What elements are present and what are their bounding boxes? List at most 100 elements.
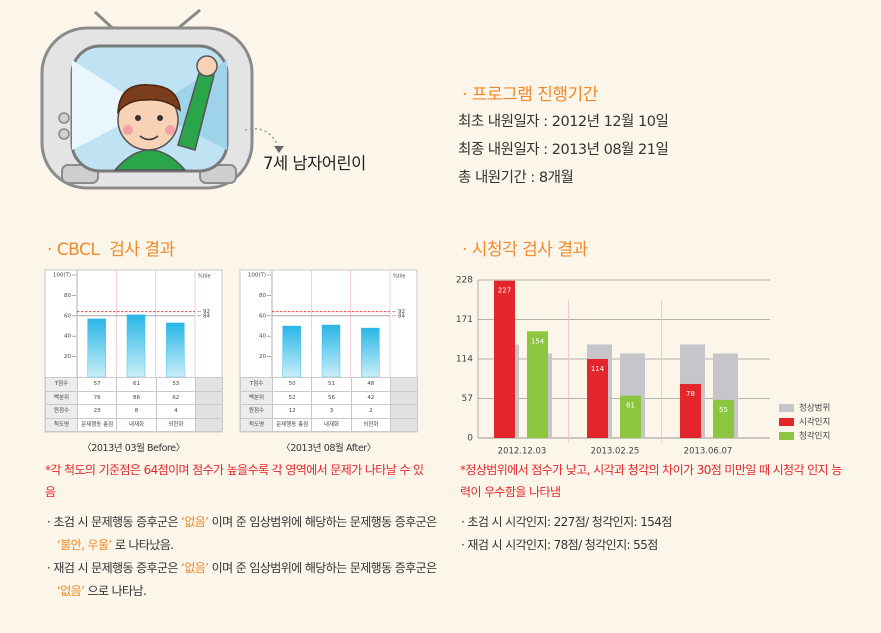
row-label: T점수 bbox=[45, 377, 78, 392]
bullet-segment: ‘불안, 우울’ bbox=[57, 538, 112, 552]
bar bbox=[321, 324, 341, 378]
y-tick-label: 60 bbox=[64, 313, 71, 319]
table-row: 원점수 23 8 4 bbox=[45, 404, 223, 419]
bar bbox=[494, 280, 515, 438]
value-cell: 51 bbox=[311, 377, 352, 392]
bullet-segment: ‘없음’ bbox=[181, 561, 209, 575]
value-label: 78 bbox=[686, 390, 695, 398]
row-label: 원점수 bbox=[240, 404, 273, 419]
y-tick-label: 60 bbox=[259, 313, 266, 319]
table-row: 백분위 52 56 42 bbox=[240, 390, 418, 406]
cbcl-title: · CBCL 검사 결과 bbox=[47, 240, 175, 260]
bar bbox=[587, 359, 608, 438]
av-bullet: · 초검 시 시각인지: 227점/ 청각인지: 154점 bbox=[461, 515, 672, 529]
bullet-segment: 이며 준 임상범위에 해당하는 문제행동 증후군은 bbox=[208, 515, 437, 529]
legend-label: 정상범위 bbox=[799, 403, 830, 414]
legend-label: 청각인지 bbox=[799, 431, 830, 442]
value-cell: 86 bbox=[116, 390, 157, 406]
value-cell: 76 bbox=[76, 390, 118, 406]
value-cell: 8 bbox=[116, 404, 157, 419]
bar bbox=[620, 395, 641, 438]
y2-label: %tile bbox=[198, 274, 211, 280]
category-cell: 외현화 bbox=[155, 417, 196, 433]
bullet-segment: 으로 나타남. bbox=[84, 584, 147, 598]
blank-cell bbox=[194, 390, 223, 406]
y-tick-label: 100(T) bbox=[53, 273, 71, 279]
value-cell: 48 bbox=[350, 377, 391, 392]
y-tick-label: 80 bbox=[64, 293, 71, 299]
row-label: 백분위 bbox=[240, 390, 273, 406]
legend-swatch bbox=[779, 418, 794, 426]
reference-label: 92 bbox=[398, 309, 405, 315]
table-row: T점수 50 51 48 bbox=[240, 377, 418, 392]
program-line: 최초 내원일자 : 2012년 12월 10일 bbox=[458, 114, 669, 130]
program-line: 최종 내원일자 : 2013년 08월 21일 bbox=[458, 142, 669, 158]
score-table: T점수 57 61 53 백분위 76 86 62 원점수 23 8 4 척도명 문제행동 총점 내재화 외현… bbox=[45, 377, 223, 433]
value-label: 154 bbox=[531, 337, 545, 345]
chart-caption: 〈2013년 08월 After〉 bbox=[281, 443, 376, 454]
chart-caption: 〈2013년 03월 Before〉 bbox=[82, 443, 185, 454]
row-label: 원점수 bbox=[45, 404, 78, 419]
value-cell: 56 bbox=[311, 390, 352, 406]
y-tick-label: 228 bbox=[456, 276, 473, 286]
tv-illustration bbox=[40, 8, 284, 190]
bar bbox=[282, 325, 301, 378]
value-label: 227 bbox=[498, 287, 511, 295]
category-cell: 외현화 bbox=[350, 417, 391, 433]
program-line: 총 내원기간 : 8개월 bbox=[458, 170, 574, 186]
y2-label: %tile bbox=[393, 274, 406, 280]
blank-cell bbox=[194, 377, 223, 392]
bar bbox=[126, 314, 146, 378]
child-caption: 7세 남자어린이 bbox=[263, 154, 366, 173]
bullet-segment: 로 나타났음. bbox=[111, 538, 174, 552]
bullet-segment: · 초검 시 문제행동 증후군은 bbox=[47, 515, 182, 529]
y-tick-label: 40 bbox=[64, 334, 71, 340]
y-tick-label: 40 bbox=[259, 334, 266, 340]
value-cell: 3 bbox=[311, 404, 352, 419]
y-tick-label: 100(T) bbox=[248, 273, 266, 279]
value-label: 61 bbox=[626, 402, 635, 410]
av-chart: 0 57 114 171 228 2012.12.03 227 154 2013.02.25 11… bbox=[456, 276, 830, 457]
bullet-segment: 이며 준 임상범위에 해당하는 문제행동 증후군은 bbox=[208, 561, 437, 575]
table-row: T점수 57 61 53 bbox=[45, 377, 223, 392]
value-cell: 50 bbox=[271, 377, 313, 392]
reference-label: 92 bbox=[203, 309, 210, 315]
legend-swatch bbox=[779, 404, 794, 412]
value-cell: 4 bbox=[155, 404, 196, 419]
y-tick-label: 20 bbox=[64, 354, 71, 360]
y-tick-label: 80 bbox=[259, 293, 266, 299]
value-label: 55 bbox=[719, 406, 728, 414]
program-title: · 프로그램 진행기간 bbox=[462, 85, 598, 105]
cbcl-bullet: · 재검 시 문제행동 증후군은 ‘없음’ 이며 준 임상범위에 해당하는 문제… bbox=[43, 557, 449, 603]
reference-label: 84 bbox=[203, 313, 210, 319]
table-row: 척도명 문제행동 총점 내재화 외현화 bbox=[45, 417, 223, 433]
value-cell: 53 bbox=[155, 377, 196, 392]
bar bbox=[166, 322, 185, 378]
x-tick-label: 2013.02.25 bbox=[591, 447, 640, 457]
score-table: T점수 50 51 48 백분위 52 56 42 원점수 12 3 2 척도명 문제행동 총점 내재화 외현… bbox=[240, 377, 418, 433]
row-label: T점수 bbox=[240, 377, 273, 392]
blank-cell bbox=[194, 404, 223, 419]
category-cell: 문제행동 총점 bbox=[271, 417, 313, 433]
reference-label: 84 bbox=[398, 313, 405, 319]
bullet-segment: ‘없음’ bbox=[57, 584, 85, 598]
legend-label: 시각인지 bbox=[799, 417, 830, 428]
value-cell: 57 bbox=[76, 377, 118, 392]
bar bbox=[680, 383, 701, 438]
av-title: · 시청각 검사 결과 bbox=[462, 240, 588, 260]
category-cell: 내재화 bbox=[116, 417, 157, 433]
value-cell: 42 bbox=[350, 390, 391, 406]
x-tick-label: 2012.12.03 bbox=[498, 447, 547, 457]
blank-cell bbox=[194, 417, 223, 433]
legend-swatch bbox=[779, 432, 794, 440]
bar bbox=[87, 318, 106, 378]
bar bbox=[713, 399, 734, 438]
y-tick-label: 0 bbox=[467, 434, 473, 444]
bullet-segment: · 재검 시 문제행동 증후군은 bbox=[47, 561, 182, 575]
cbcl-bullet: · 초검 시 문제행동 증후군은 ‘없음’ 이며 준 임상범위에 해당하는 문제… bbox=[43, 511, 449, 557]
table-row: 백분위 76 86 62 bbox=[45, 390, 223, 406]
blank-cell bbox=[389, 404, 418, 419]
row-label: 백분위 bbox=[45, 390, 78, 406]
row-label: 척도명 bbox=[45, 417, 78, 433]
